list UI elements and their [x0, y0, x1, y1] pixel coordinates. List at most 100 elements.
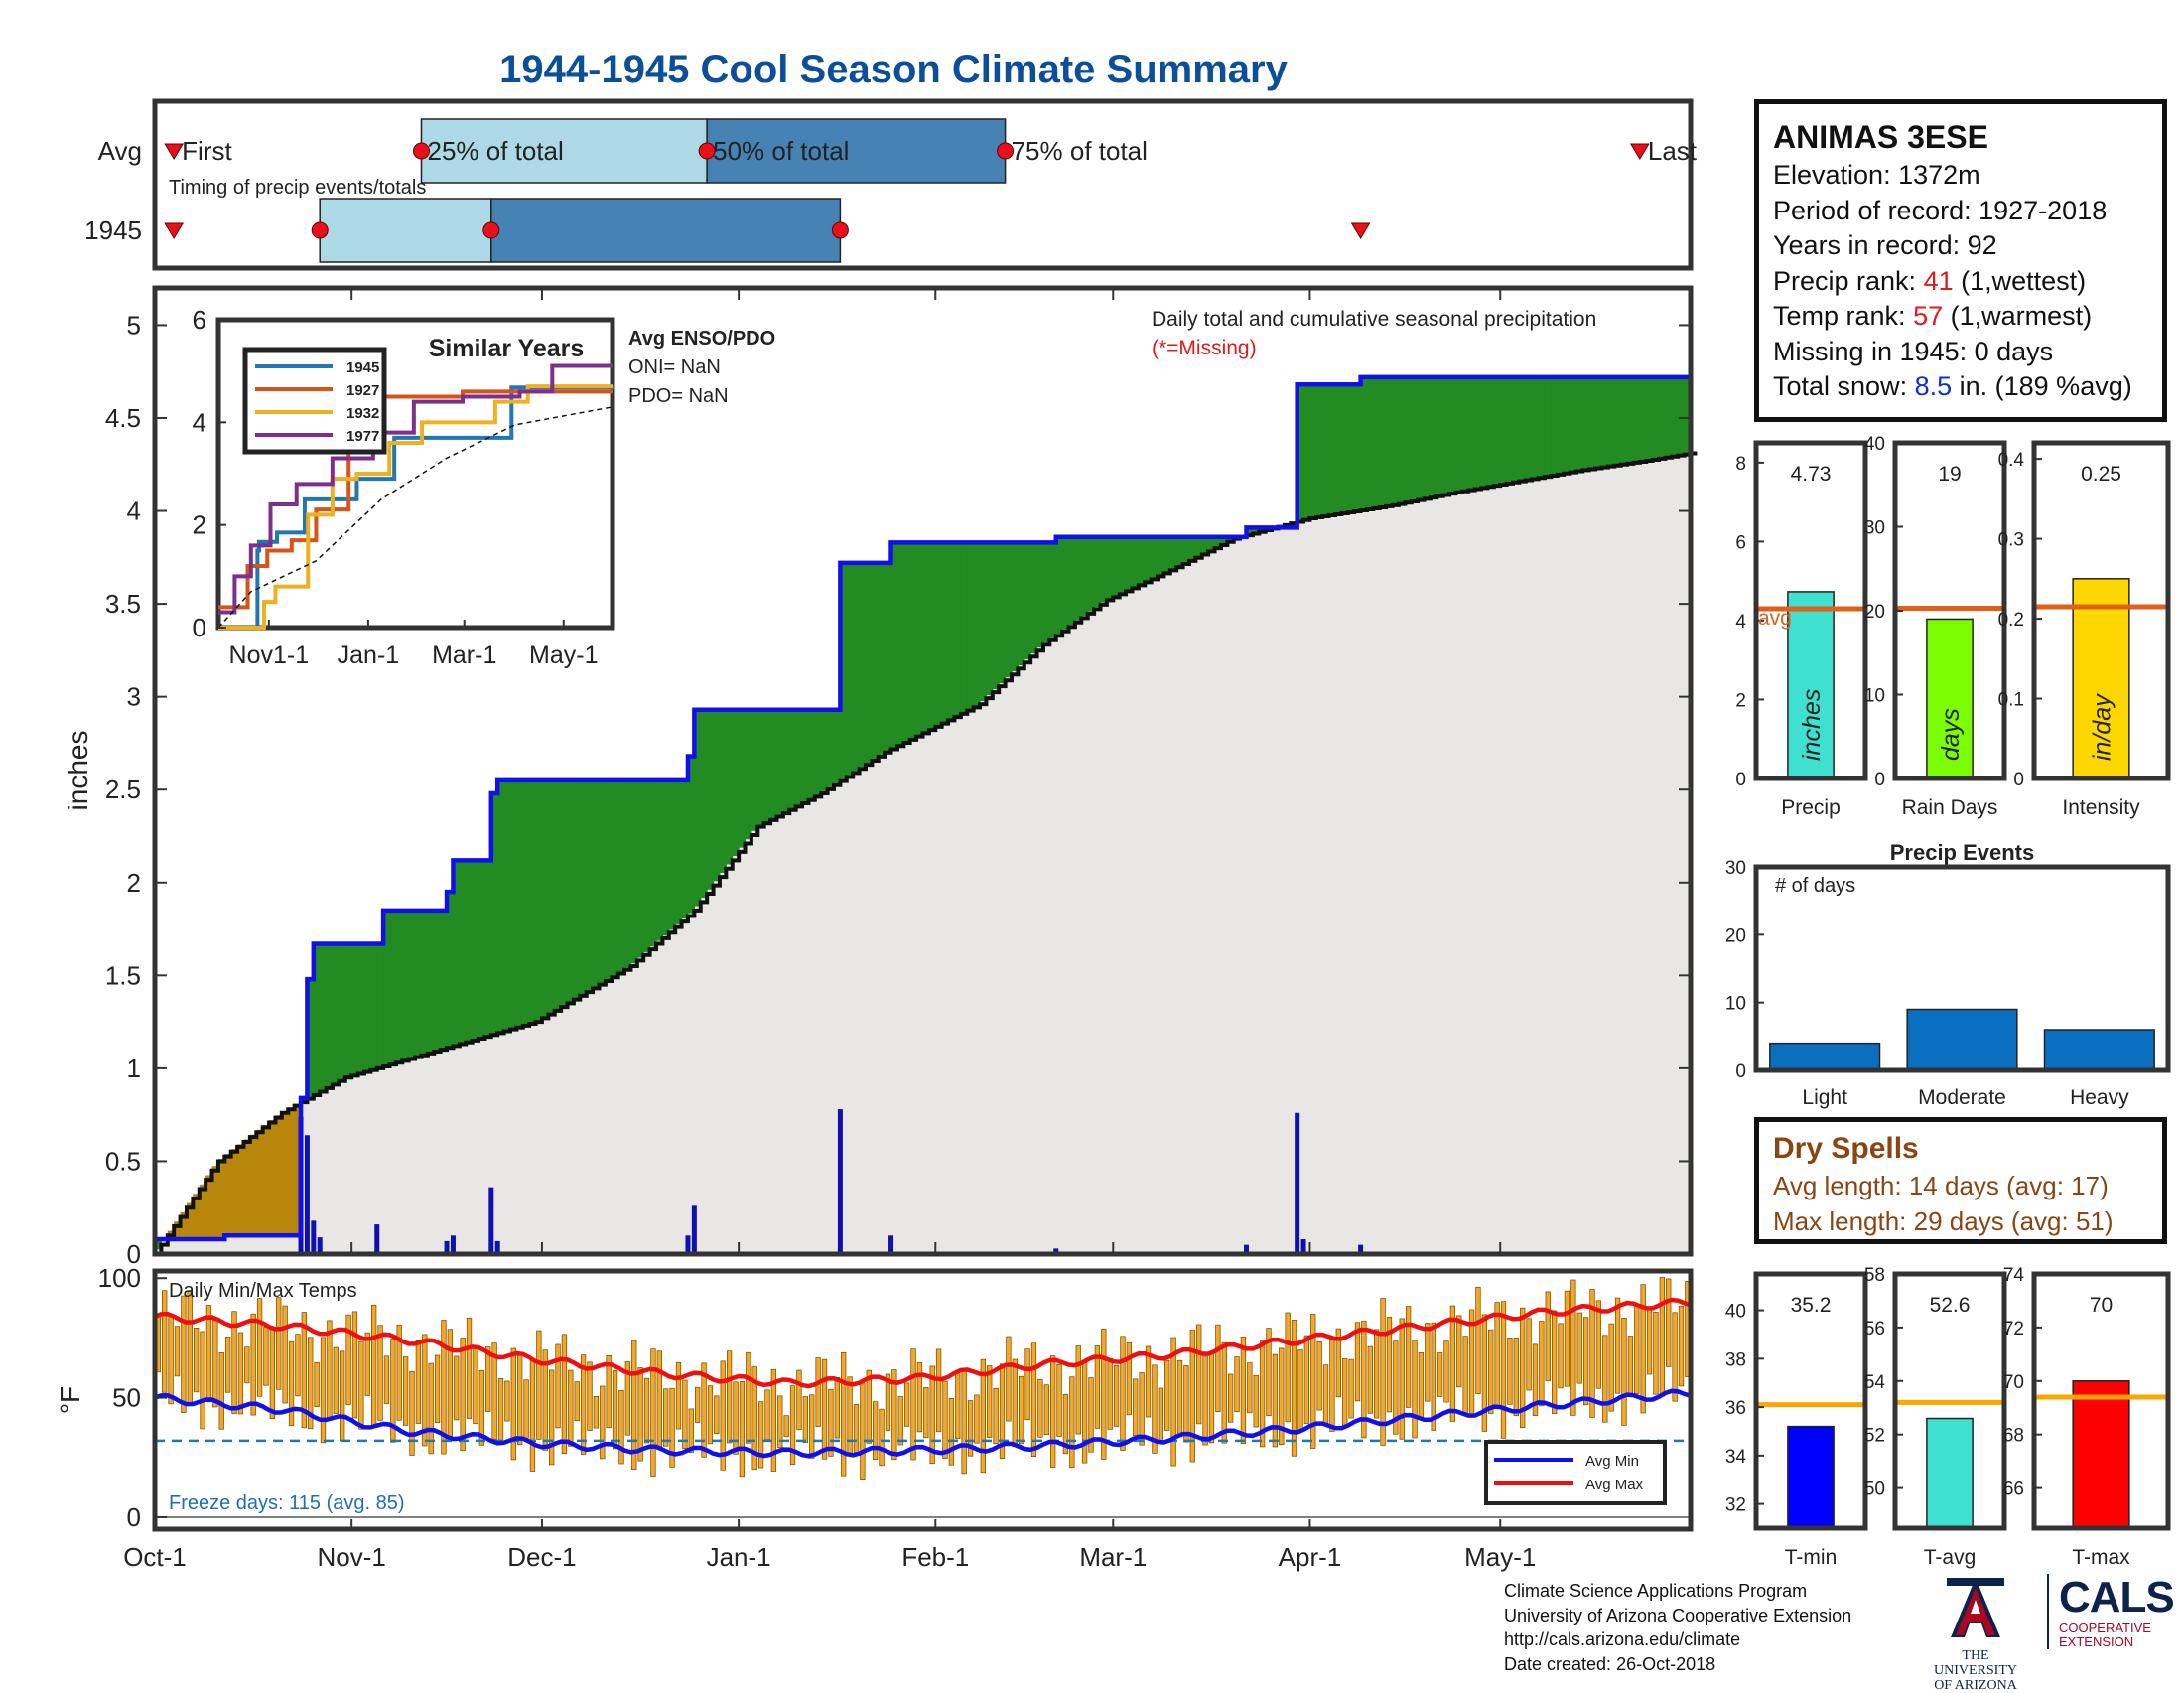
events-y-tick-label: 10 [1725, 994, 1746, 1015]
tmax_bar-value-label: 70 [2090, 1294, 2113, 1317]
daily-precip-bar [444, 1240, 450, 1254]
daily-temp-bar [1075, 1345, 1081, 1435]
x-tick-label: Apr-1 [1279, 1542, 1342, 1572]
daily-temp-bar [1088, 1377, 1094, 1453]
cumulative-difference-segment [612, 779, 619, 976]
daily-temp-bar [1120, 1336, 1126, 1451]
cumulative-difference-segment [903, 542, 911, 742]
daily-temp-bar [1431, 1322, 1436, 1431]
ua-a-icon [1947, 1578, 2004, 1637]
daily-temp-bar [162, 1290, 168, 1393]
event-bar-light [1769, 1042, 1881, 1071]
daily-temp-bar [574, 1381, 580, 1422]
daily-temp-bar [783, 1415, 789, 1438]
daily-temp-bar [231, 1311, 237, 1414]
daily-temp-bar [1545, 1291, 1551, 1381]
daily-temp-bar [669, 1387, 675, 1468]
cumulative-difference-segment [1525, 376, 1533, 480]
cumulative-difference-segment [763, 709, 771, 822]
cumulative-difference-segment [586, 779, 594, 991]
precip_bar-value-label: 4.73 [1791, 463, 1832, 486]
temp-legend-box [1484, 1440, 1667, 1505]
timing-quartile-marker [831, 221, 849, 239]
event-category-label: Light [1802, 1086, 1847, 1109]
cumulative-difference-segment [687, 756, 695, 914]
cumulative-difference-segment [205, 1175, 213, 1240]
daily-temp-bar [212, 1320, 218, 1408]
cumulative-difference-segment [389, 910, 397, 1064]
daily-temp-bar [631, 1340, 637, 1471]
tavg_bar-y-tick-label: 54 [1864, 1372, 1886, 1393]
daily-temp-bar [548, 1369, 555, 1466]
daily-temp-bar [707, 1385, 714, 1445]
daily-temp-bar [967, 1400, 974, 1457]
daily-temp-bar [637, 1367, 643, 1462]
footer-line-1: Climate Science Applications Program [1504, 1581, 1808, 1601]
daily-temp-bar [1640, 1284, 1646, 1414]
daily-temp-bar [1500, 1301, 1507, 1439]
cumulative-difference-segment [789, 709, 797, 809]
x-tick-label: Feb-1 [901, 1542, 969, 1572]
cumulative-difference-segment [593, 779, 601, 987]
cumulative-difference-segment [948, 542, 956, 719]
cumulative-difference-segment [872, 562, 880, 759]
cumulative-difference-segment [1551, 376, 1559, 476]
daily-temp-bar [1627, 1336, 1634, 1394]
cumulative-difference-segment [357, 943, 365, 1073]
timing-box-upper [490, 198, 842, 263]
cumulative-difference-segment [490, 792, 498, 1035]
daily-temp-bar [256, 1298, 263, 1397]
cumulative-difference-segment [1373, 376, 1381, 508]
events-y-tick-label: 30 [1725, 858, 1746, 879]
cumulative-difference-segment [636, 779, 644, 958]
cumulative-difference-segment [827, 709, 835, 787]
footer-line-3[interactable]: http://cals.arizona.edu/climate [1504, 1629, 1741, 1649]
daily-temp-bar [1316, 1340, 1322, 1411]
cumulative-difference-segment [237, 1144, 245, 1236]
cumulative-difference-segment [624, 779, 632, 968]
events-y-tick-label: 20 [1725, 925, 1746, 946]
cumulative-difference-segment [1455, 376, 1463, 493]
cumulative-difference-segment [1018, 542, 1025, 666]
daily-temp-bar [695, 1386, 701, 1423]
cumulative-difference-segment [1595, 376, 1603, 469]
daily-temp-bar [1164, 1359, 1170, 1431]
daily-temp-bar [351, 1311, 358, 1419]
cumulative-difference-segment [1570, 376, 1577, 473]
cumulative-difference-segment [713, 709, 721, 882]
daily-temp-bar [1050, 1355, 1056, 1468]
daily-temp-bar [1024, 1348, 1030, 1421]
cumulative-difference-segment [1252, 527, 1260, 533]
daily-temp-bar [606, 1355, 612, 1429]
daily-temp-bar [454, 1355, 460, 1421]
daily-temp-bar [1582, 1317, 1589, 1406]
cumulative-difference-segment [681, 779, 689, 919]
timing-plot-frame [152, 98, 1694, 271]
cumulative-difference-segment [415, 910, 423, 1057]
inset-y-tick-label: 6 [193, 305, 206, 335]
daily-temp-bar [295, 1334, 301, 1397]
daily-temp-bar [1113, 1364, 1120, 1427]
daily-temp-bar [473, 1347, 478, 1425]
cumulative-difference-segment [1538, 376, 1546, 478]
cals-logo: CALS COOPERATIVE EXTENSION [2047, 1574, 2184, 1649]
daily-temp-bar [1621, 1318, 1627, 1426]
cumulative-difference-segment [694, 709, 702, 907]
timing-first-last-marker [1629, 143, 1650, 160]
cumulative-difference-segment [1620, 376, 1628, 465]
daily-temp-bar [282, 1305, 288, 1404]
precip-y-tick-label: 0 [127, 1239, 141, 1269]
daily-temp-bar [796, 1369, 802, 1430]
station-temp-rank: Temp rank: 57 (1,warmest) [1773, 301, 2093, 331]
daily-temp-bar [409, 1370, 415, 1456]
daily-temp-bar [1145, 1345, 1152, 1418]
cumulative-difference-segment [1074, 536, 1082, 621]
event-bar-moderate [1906, 1008, 2018, 1071]
daily-temp-bar [1126, 1341, 1133, 1416]
daily-temp-bar [288, 1340, 295, 1427]
cumulative-difference-segment [1106, 536, 1114, 599]
cumulative-difference-segment [262, 1124, 270, 1236]
daily-temp-bar [789, 1385, 796, 1466]
daily-temp-bar [1449, 1305, 1456, 1422]
x-tick-label: Jan-1 [707, 1542, 771, 1572]
